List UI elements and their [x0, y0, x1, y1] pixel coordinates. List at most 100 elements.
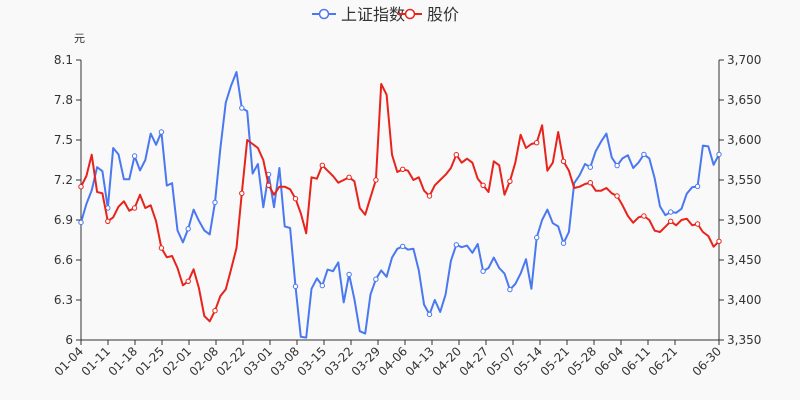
legend-circle-icon [318, 8, 330, 20]
data-point[interactable] [346, 271, 352, 278]
data-point[interactable] [319, 282, 325, 289]
data-point[interactable] [716, 238, 722, 245]
right-tick-label: 3,700 [727, 53, 761, 67]
series-layer [78, 71, 722, 339]
left-tick-label: 7.8 [54, 93, 73, 107]
x-tick-label: 04-20 [430, 344, 465, 379]
data-point[interactable] [78, 219, 84, 226]
data-point[interactable] [587, 164, 593, 170]
data-point[interactable] [319, 162, 325, 169]
left-axis: 元8.1 7.8 7.5 7.2 6.9 6.6 6.3 6 [54, 32, 85, 347]
data-point[interactable] [480, 268, 486, 274]
data-point[interactable] [239, 105, 245, 111]
series-1 [78, 83, 722, 323]
data-point[interactable] [694, 221, 701, 227]
right-tick-label: 3,600 [727, 133, 761, 147]
x-tick-label: 03-01 [241, 344, 276, 379]
x-tick-label: 03-22 [322, 344, 357, 379]
data-point[interactable] [507, 286, 513, 293]
x-tick-label: 01-25 [133, 344, 168, 379]
data-point[interactable] [212, 199, 218, 206]
x-tick-label: 02-01 [160, 344, 195, 379]
data-point[interactable] [453, 152, 459, 158]
x-tick-label: 04-27 [457, 344, 492, 379]
left-tick-label: 6.9 [54, 213, 73, 227]
x-tick-label: 05-21 [538, 344, 573, 379]
data-point[interactable] [292, 196, 299, 202]
data-point[interactable] [614, 162, 620, 169]
right-tick-label: 3,350 [727, 333, 761, 347]
x-tick-label: 04-06 [376, 344, 411, 379]
data-point[interactable] [587, 180, 593, 186]
data-point[interactable] [534, 140, 540, 146]
left-tick-label: 6.6 [54, 253, 73, 267]
data-point[interactable] [105, 218, 111, 225]
legend-circle-icon [404, 8, 416, 20]
legend: 上证指数 股价 [312, 5, 459, 24]
data-point[interactable] [534, 234, 540, 241]
x-tick-label: 03-08 [268, 344, 303, 379]
data-point[interactable] [668, 209, 674, 215]
data-point[interactable] [400, 243, 406, 250]
x-tick-label: 05-28 [565, 344, 600, 379]
data-point[interactable] [373, 177, 379, 183]
x-tick-label: 01-18 [106, 344, 141, 379]
x-tick-label: 02-08 [187, 344, 222, 379]
right-tick-label: 3,400 [727, 293, 761, 307]
left-tick-label: 7.5 [54, 133, 73, 147]
legend-item-1[interactable]: 股价 [398, 5, 459, 24]
data-point[interactable] [265, 182, 272, 189]
legend-label: 股价 [427, 5, 459, 24]
x-tick-label: 02-22 [214, 344, 249, 379]
data-point[interactable] [400, 166, 406, 173]
data-point[interactable] [426, 193, 433, 199]
data-point[interactable] [560, 158, 567, 165]
data-point[interactable] [560, 240, 567, 246]
x-tick-label: 01-11 [79, 344, 114, 379]
data-point[interactable] [292, 283, 299, 290]
left-tick-label: 7.2 [54, 173, 73, 187]
data-point[interactable] [641, 213, 647, 219]
legend-label: 上证指数 [341, 5, 405, 24]
data-point[interactable] [185, 226, 191, 232]
x-tick-label: 06-21 [646, 344, 681, 379]
data-point[interactable] [426, 311, 433, 318]
x-tick-label: 06-04 [592, 344, 627, 379]
data-point[interactable] [131, 205, 138, 211]
x-tick-label: 05-07 [484, 344, 519, 379]
data-point[interactable] [346, 174, 352, 181]
left-tick-label: 8.1 [54, 53, 73, 67]
data-point[interactable] [614, 193, 620, 199]
right-tick-label: 3,650 [727, 93, 761, 107]
data-point[interactable] [641, 151, 647, 158]
data-point[interactable] [131, 153, 138, 159]
x-tick-label: 06-11 [619, 344, 654, 379]
x-tick-label: 03-29 [349, 344, 384, 379]
data-point[interactable] [507, 178, 513, 185]
data-point[interactable] [78, 184, 84, 190]
left-tick-label: 6 [65, 333, 73, 347]
data-point[interactable] [716, 151, 722, 158]
data-point[interactable] [185, 278, 191, 284]
data-point[interactable] [158, 245, 165, 251]
legend-item-0[interactable]: 上证指数 [312, 5, 405, 24]
x-tick-label: 06-30 [690, 344, 725, 379]
data-point[interactable] [694, 183, 701, 190]
data-point[interactable] [373, 276, 379, 282]
series-0 [78, 71, 722, 339]
data-point[interactable] [668, 218, 674, 225]
left-tick-label: 6.3 [54, 293, 73, 307]
data-point[interactable] [239, 190, 245, 197]
x-tick-label: 05-14 [511, 344, 546, 379]
data-point[interactable] [480, 182, 486, 189]
x-axis: 01-0401-1101-1801-2502-0102-0802-2203-01… [52, 339, 725, 379]
data-point[interactable] [212, 308, 218, 314]
x-tick-label: 03-15 [295, 344, 330, 379]
data-point[interactable] [453, 242, 459, 248]
right-tick-label: 3,450 [727, 253, 761, 267]
data-point[interactable] [158, 129, 165, 135]
x-tick-label: 01-04 [52, 344, 87, 379]
right-tick-label: 3,550 [727, 173, 761, 187]
